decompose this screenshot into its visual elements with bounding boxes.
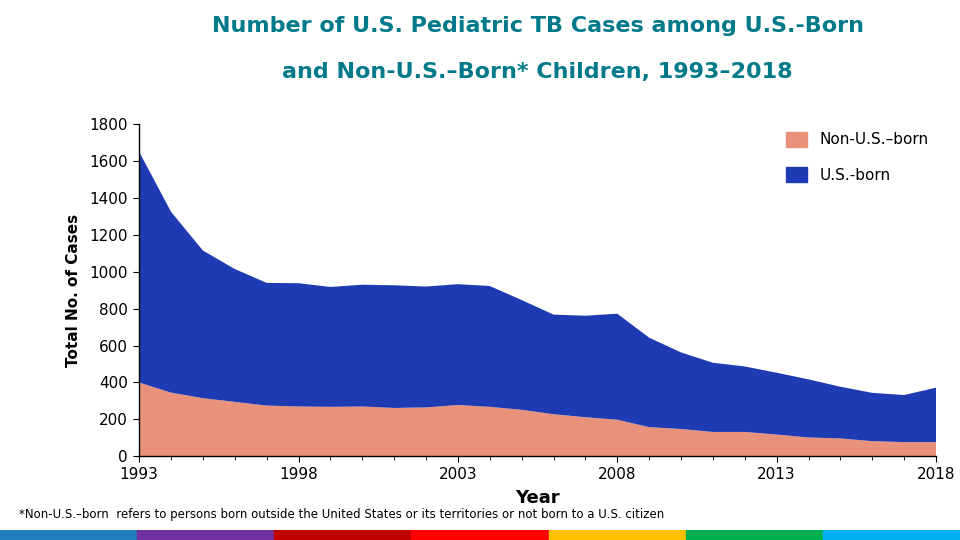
Bar xyxy=(0,530,137,540)
Bar xyxy=(275,530,412,540)
Bar xyxy=(685,530,823,540)
X-axis label: Year: Year xyxy=(516,489,560,508)
Text: and Non-U.S.–Born* Children, 1993–2018: and Non-U.S.–Born* Children, 1993–2018 xyxy=(282,62,793,82)
Bar xyxy=(548,530,685,540)
Bar xyxy=(412,530,548,540)
Bar xyxy=(137,530,275,540)
Bar xyxy=(823,530,960,540)
Text: *Non-U.S.–born  refers to persons born outside the United States or its territor: *Non-U.S.–born refers to persons born ou… xyxy=(19,508,664,521)
Text: Number of U.S. Pediatric TB Cases among U.S.-Born: Number of U.S. Pediatric TB Cases among … xyxy=(211,16,864,36)
Legend: Non-U.S.–born, U.S.-born: Non-U.S.–born, U.S.-born xyxy=(785,132,928,183)
Y-axis label: Total No. of Cases: Total No. of Cases xyxy=(66,214,82,367)
